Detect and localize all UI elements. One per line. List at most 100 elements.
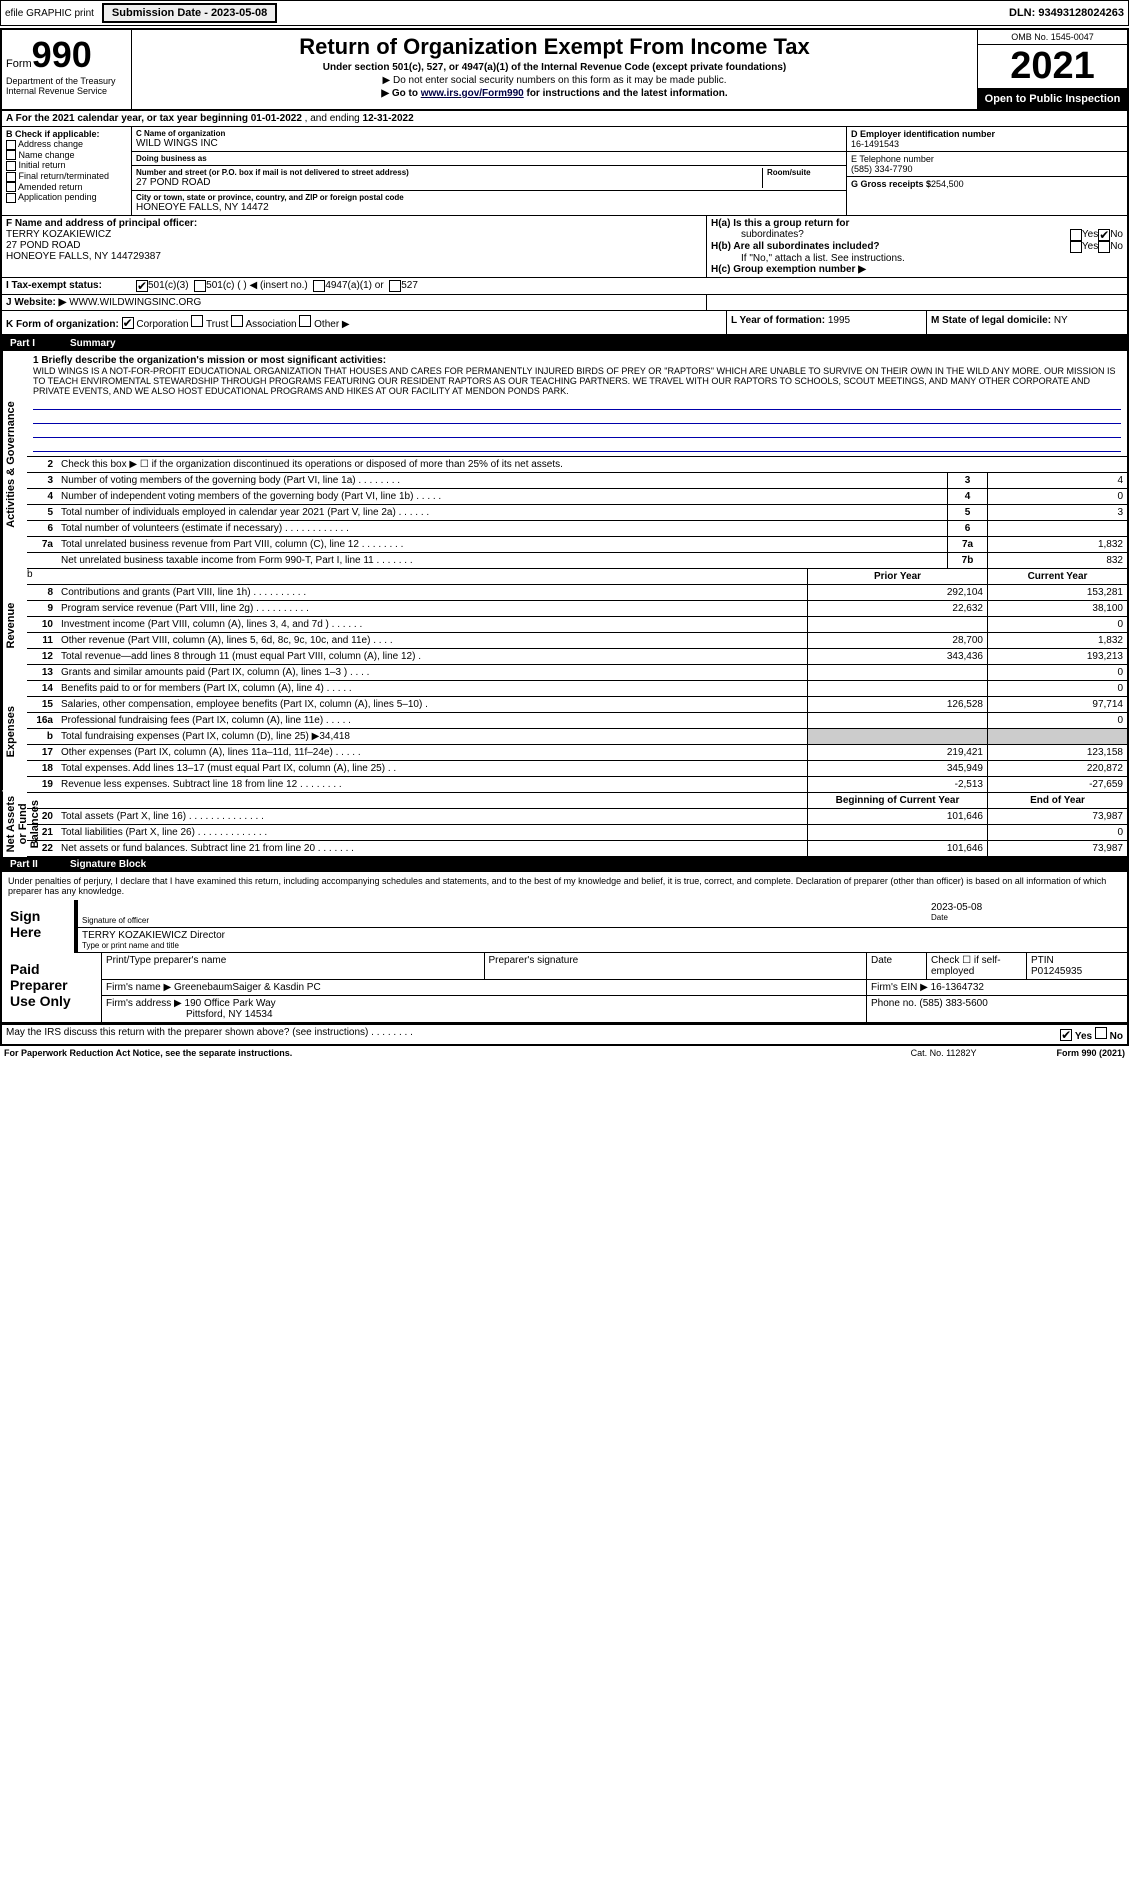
row-a-end: 12-31-2022 (363, 113, 414, 124)
row-a-prefix: A For the 2021 calendar year, or tax yea… (6, 113, 248, 124)
chk-name: Name change (6, 150, 127, 161)
vtab-net: Net Assets or Fund Balances (2, 791, 27, 857)
subtitle-1: Under section 501(c), 527, or 4947(a)(1)… (140, 62, 969, 73)
firm-addr2: Pittsford, NY 14534 (106, 1009, 862, 1020)
chk-initial: Initial return (6, 160, 127, 171)
vtab-exp: Expenses (2, 673, 27, 790)
ha-no[interactable] (1098, 229, 1110, 241)
tax-year: 2021 (978, 45, 1127, 89)
chk-501c[interactable] (194, 280, 206, 292)
row-a-mid: , and ending (305, 113, 360, 124)
sig-declaration: Under penalties of perjury, I declare th… (2, 872, 1127, 900)
dln-label: DLN: 93493128024263 (1009, 7, 1124, 19)
line-row: 13Grants and similar amounts paid (Part … (27, 665, 1127, 681)
part1-header: Part I Summary (2, 336, 1127, 351)
by-ey-header: Beginning of Current YearEnd of Year (27, 793, 1127, 809)
firm-phone: (585) 383-5600 (919, 998, 987, 1009)
form-main: Form990 Department of the Treasury Inter… (0, 28, 1129, 1046)
addr-lbl: Number and street (or P.O. box if mail i… (136, 168, 762, 177)
line-row: bTotal fundraising expenses (Part IX, co… (27, 729, 1127, 745)
chk-final: Final return/terminated (6, 171, 127, 182)
ein-lbl: D Employer identification number (851, 129, 995, 139)
title-block: Return of Organization Exempt From Incom… (132, 30, 977, 109)
line-row: 5Total number of individuals employed in… (27, 505, 1127, 521)
officer-addr2: HONEOYE FALLS, NY 144729387 (6, 251, 702, 262)
dept-treasury: Department of the Treasury (6, 76, 127, 86)
line-row: 10Investment income (Part VIII, column (… (27, 617, 1127, 633)
summary-body: Activities & Governance Revenue Expenses… (2, 351, 1127, 857)
col-de: D Employer identification number16-14915… (847, 127, 1127, 215)
subtitle-2: ▶ Do not enter social security numbers o… (140, 75, 969, 86)
city-lbl: City or town, state or province, country… (136, 193, 842, 202)
officer-sig-name: TERRY KOZAKIEWICZ Director (82, 930, 1123, 941)
chk-527[interactable] (389, 280, 401, 292)
line-row: 6Total number of volunteers (estimate if… (27, 521, 1127, 537)
col-h: H(a) Is this a group return for subordin… (707, 216, 1127, 277)
chk-pending: Application pending (6, 192, 127, 203)
preparer-block: Paid Preparer Use Only Print/Type prepar… (2, 953, 1127, 1024)
line-row: 22Net assets or fund balances. Subtract … (27, 841, 1127, 857)
discuss-row: May the IRS discuss this return with the… (2, 1024, 1127, 1044)
efile-label: efile GRAPHIC print (5, 8, 94, 19)
state-domicile: NY (1054, 315, 1068, 326)
firm-name: GreenebaumSaiger & Kasdin PC (174, 982, 321, 993)
org-name: WILD WINGS INC (136, 138, 842, 149)
summary-content: 1 Briefly describe the organization's mi… (27, 351, 1127, 857)
discuss-no[interactable] (1095, 1027, 1107, 1039)
discuss-yes[interactable] (1060, 1029, 1072, 1041)
chk-assoc[interactable] (231, 315, 243, 327)
chk-amended: Amended return (6, 182, 127, 193)
line-row: 20Total assets (Part X, line 16) . . . .… (27, 809, 1127, 825)
website: WWW.WILDWINGSINC.ORG (69, 297, 201, 308)
mission-block: 1 Briefly describe the organization's mi… (27, 351, 1127, 457)
chk-trust[interactable] (191, 315, 203, 327)
c-name-lbl: C Name of organization (136, 129, 842, 138)
py-cy-header: bPrior YearCurrent Year (27, 569, 1127, 585)
ein-val: 16-1491543 (851, 139, 1123, 149)
line-row: Net unrelated business taxable income fr… (27, 553, 1127, 569)
footer: For Paperwork Reduction Act Notice, see … (0, 1046, 1129, 1060)
officer-name: TERRY KOZAKIEWICZ (6, 229, 702, 240)
chk-address: Address change (6, 139, 127, 150)
part2-header: Part II Signature Block (2, 857, 1127, 872)
irs-label: Internal Revenue Service (6, 86, 127, 96)
dba-lbl: Doing business as (136, 154, 842, 163)
open-public: Open to Public Inspection (978, 89, 1127, 109)
irs-link[interactable]: www.irs.gov/Form990 (421, 88, 524, 99)
col-f: F Name and address of principal officer:… (2, 216, 707, 277)
hb-no[interactable] (1098, 241, 1110, 253)
hb-yes[interactable] (1070, 241, 1082, 253)
top-bar: efile GRAPHIC print Submission Date - 20… (0, 0, 1129, 26)
j-lbl: J Website: ▶ (6, 297, 66, 308)
row-j: J Website: ▶ WWW.WILDWINGSINC.ORG (2, 295, 1127, 311)
tel-val: (585) 334-7790 (851, 164, 1123, 174)
row-k: K Form of organization: Corporation Trus… (2, 311, 1127, 336)
form-prefix: Form (6, 58, 32, 70)
line-row: 15Salaries, other compensation, employee… (27, 697, 1127, 713)
line-row: 14Benefits paid to or for members (Part … (27, 681, 1127, 697)
col-c: C Name of organizationWILD WINGS INC Doi… (132, 127, 847, 215)
line-row: 9Program service revenue (Part VIII, lin… (27, 601, 1127, 617)
form-label-block: Form990 Department of the Treasury Inter… (2, 30, 132, 109)
chk-corp[interactable] (122, 317, 134, 329)
header-row: Form990 Department of the Treasury Inter… (2, 30, 1127, 111)
line-row: 17Other expenses (Part IX, column (A), l… (27, 745, 1127, 761)
form-number: 990 (32, 34, 92, 75)
submission-date-button[interactable]: Submission Date - 2023-05-08 (102, 3, 277, 23)
gross-lbl: G Gross receipts $ (851, 179, 931, 189)
ha-yes[interactable] (1070, 229, 1082, 241)
row-i: I Tax-exempt status: 501(c)(3) 501(c) ( … (2, 278, 1127, 295)
chk-4947[interactable] (313, 280, 325, 292)
line-row: 4Number of independent voting members of… (27, 489, 1127, 505)
line-row: 16aProfessional fundraising fees (Part I… (27, 713, 1127, 729)
row-a: A For the 2021 calendar year, or tax yea… (2, 111, 1127, 127)
vtab-rev: Revenue (2, 578, 27, 674)
line2: Check this box ▶ ☐ if the organization d… (57, 457, 1127, 472)
line-row: 12Total revenue—add lines 8 through 11 (… (27, 649, 1127, 665)
chk-other[interactable] (299, 315, 311, 327)
grid-bc: B Check if applicable: Address change Na… (2, 127, 1127, 216)
chk-501c3[interactable] (136, 280, 148, 292)
gross-val: 254,500 (931, 179, 964, 189)
line-row: 21Total liabilities (Part X, line 26) . … (27, 825, 1127, 841)
row-a-begin: 01-01-2022 (251, 113, 302, 124)
